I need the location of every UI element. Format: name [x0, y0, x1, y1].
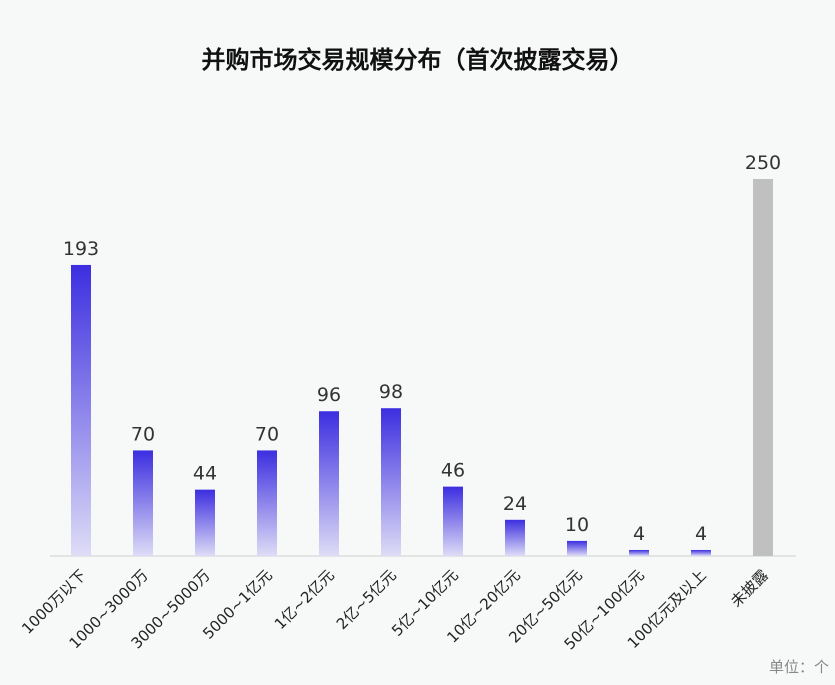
bar: [691, 549, 711, 556]
bar: [195, 489, 215, 556]
bar: [133, 450, 153, 556]
data-label: 4: [695, 523, 707, 545]
data-label: 70: [255, 423, 279, 445]
data-label: 44: [193, 463, 217, 485]
bar: [71, 264, 91, 556]
data-label: 98: [379, 381, 403, 403]
bar: [629, 549, 649, 556]
bar: [319, 411, 339, 556]
data-label: 10: [565, 514, 589, 536]
bar: [381, 408, 401, 556]
data-label: 70: [131, 423, 155, 445]
unit-label: 单位：个: [768, 658, 829, 676]
chart-title: 并购市场交易规模分布（首次披露交易）: [201, 46, 634, 74]
data-label: 46: [441, 460, 465, 482]
x-tick-label: 1亿~2亿元: [271, 566, 338, 633]
bar: [567, 540, 587, 556]
bar: [443, 486, 463, 556]
data-label: 250: [745, 152, 781, 174]
x-tick-label: 未披露: [727, 566, 772, 611]
data-label: 24: [503, 493, 527, 515]
x-tick-label: 2亿~5亿元: [333, 566, 400, 633]
data-label: 96: [317, 384, 341, 406]
bar: [753, 179, 773, 556]
bar: [257, 450, 277, 556]
data-label: 193: [63, 238, 99, 260]
bar: [505, 519, 525, 556]
data-label: 4: [633, 523, 645, 545]
